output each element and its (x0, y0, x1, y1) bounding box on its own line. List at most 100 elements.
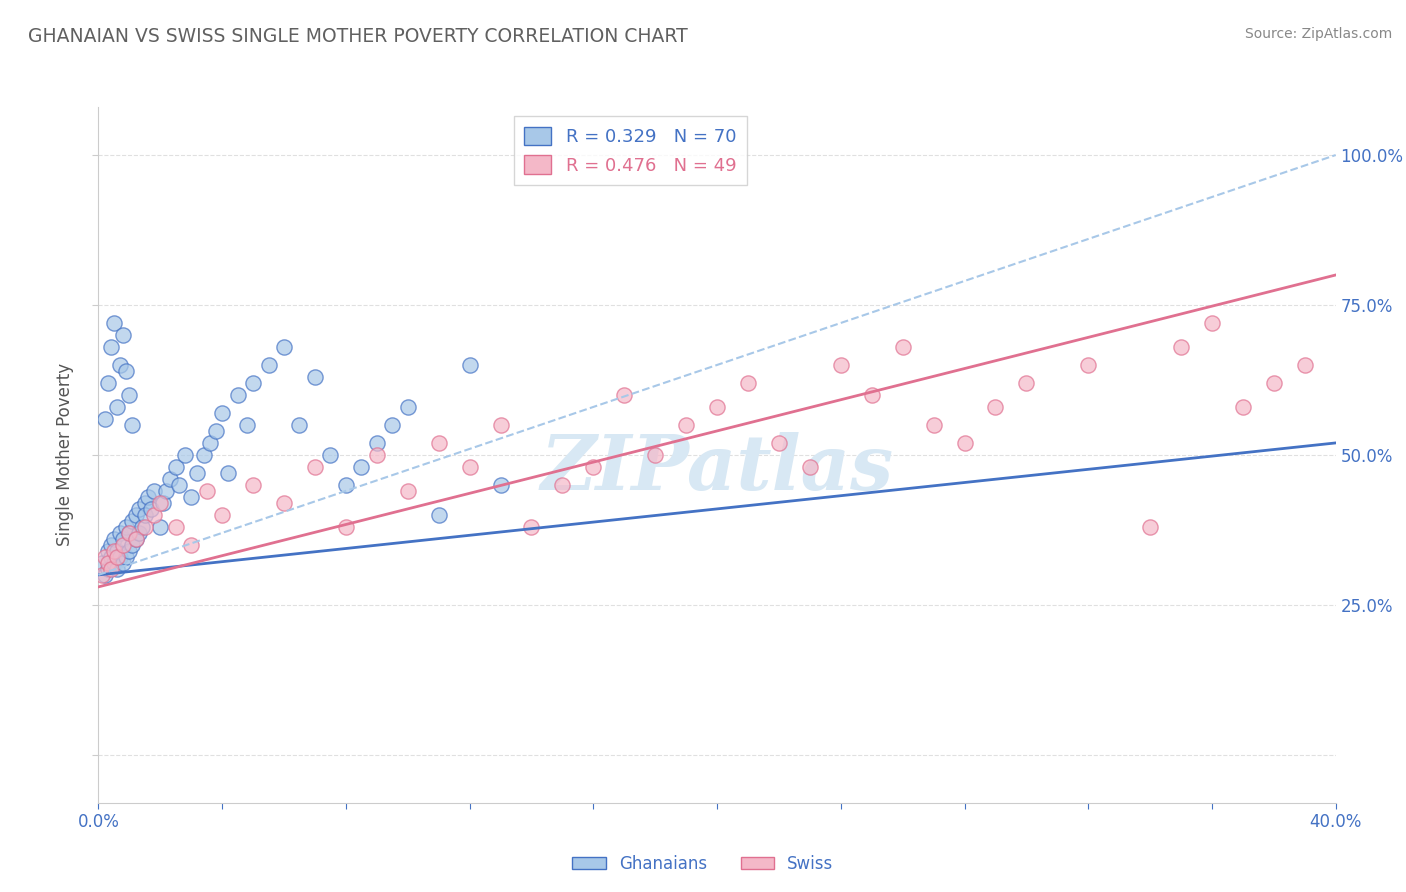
Point (115, 520, 138, 534)
Point (366, 448, 388, 462)
Point (167, 478, 190, 492)
Point (396, 483, 419, 498)
Legend: Ghanaians, Swiss: Ghanaians, Swiss (565, 848, 841, 880)
Point (121, 538, 143, 552)
Point (108, 358, 131, 372)
Point (121, 417, 143, 432)
Point (121, 514, 143, 528)
Point (1232, 400, 1254, 414)
Point (93, 412, 115, 426)
Point (105, 400, 128, 414)
Point (226, 388, 249, 402)
Point (186, 466, 208, 480)
Point (155, 483, 177, 498)
Legend: R = 0.329   N = 70, R = 0.476   N = 49: R = 0.329 N = 70, R = 0.476 N = 49 (513, 116, 748, 186)
Point (984, 400, 1007, 414)
Point (100, 549, 122, 564)
Point (366, 436, 388, 450)
Point (159, 472, 181, 486)
Point (180, 490, 202, 504)
Point (195, 483, 218, 498)
Point (134, 496, 156, 510)
Point (551, 478, 574, 492)
Point (381, 417, 404, 432)
Point (304, 370, 326, 384)
Point (319, 448, 342, 462)
Point (90, 556, 112, 570)
Point (396, 400, 419, 414)
Point (97, 562, 120, 576)
Text: Source: ZipAtlas.com: Source: ZipAtlas.com (1244, 27, 1392, 41)
Point (149, 496, 172, 510)
Point (136, 490, 159, 504)
Point (242, 478, 264, 492)
Point (165, 459, 187, 474)
Point (198, 436, 221, 450)
Point (90, 567, 112, 582)
Point (165, 520, 187, 534)
Point (118, 544, 141, 558)
Point (644, 448, 666, 462)
Point (675, 417, 697, 432)
Point (193, 448, 215, 462)
Point (458, 358, 481, 372)
Point (143, 508, 166, 522)
Y-axis label: Single Mother Poverty: Single Mother Poverty (56, 363, 75, 547)
Point (128, 525, 150, 540)
Point (922, 417, 945, 432)
Point (737, 376, 759, 390)
Point (124, 508, 146, 522)
Point (520, 520, 543, 534)
Point (335, 520, 357, 534)
Point (128, 502, 150, 516)
Point (112, 538, 135, 552)
Point (112, 532, 135, 546)
Point (118, 525, 141, 540)
Point (1015, 376, 1038, 390)
Point (105, 549, 128, 564)
Point (103, 316, 125, 330)
Point (93, 567, 115, 582)
Point (134, 508, 156, 522)
Point (139, 502, 162, 516)
Point (149, 520, 172, 534)
Point (891, 340, 914, 354)
Point (242, 376, 264, 390)
Point (273, 340, 295, 354)
Point (115, 364, 138, 378)
Point (112, 556, 135, 570)
Point (152, 496, 174, 510)
Point (768, 436, 790, 450)
Point (1294, 358, 1316, 372)
Point (118, 525, 141, 540)
Point (257, 358, 280, 372)
Point (115, 549, 138, 564)
Point (108, 549, 131, 564)
Text: ZIPatlas: ZIPatlas (540, 432, 894, 506)
Point (97, 544, 120, 558)
Point (118, 388, 141, 402)
Point (335, 478, 357, 492)
Point (174, 448, 197, 462)
Point (799, 459, 821, 474)
Point (217, 466, 239, 480)
Point (93, 549, 115, 564)
Point (350, 459, 373, 474)
Point (288, 417, 311, 432)
Point (103, 544, 125, 558)
Point (427, 508, 450, 522)
Text: GHANAIAN VS SWISS SINGLE MOTHER POVERTY CORRELATION CHART: GHANAIAN VS SWISS SINGLE MOTHER POVERTY … (28, 27, 688, 45)
Point (489, 417, 512, 432)
Point (458, 459, 481, 474)
Point (103, 556, 125, 570)
Point (273, 496, 295, 510)
Point (112, 328, 135, 343)
Point (1077, 358, 1099, 372)
Point (205, 424, 228, 438)
Point (706, 400, 728, 414)
Point (103, 532, 125, 546)
Point (613, 388, 636, 402)
Point (830, 358, 852, 372)
Point (1263, 376, 1285, 390)
Point (211, 508, 233, 522)
